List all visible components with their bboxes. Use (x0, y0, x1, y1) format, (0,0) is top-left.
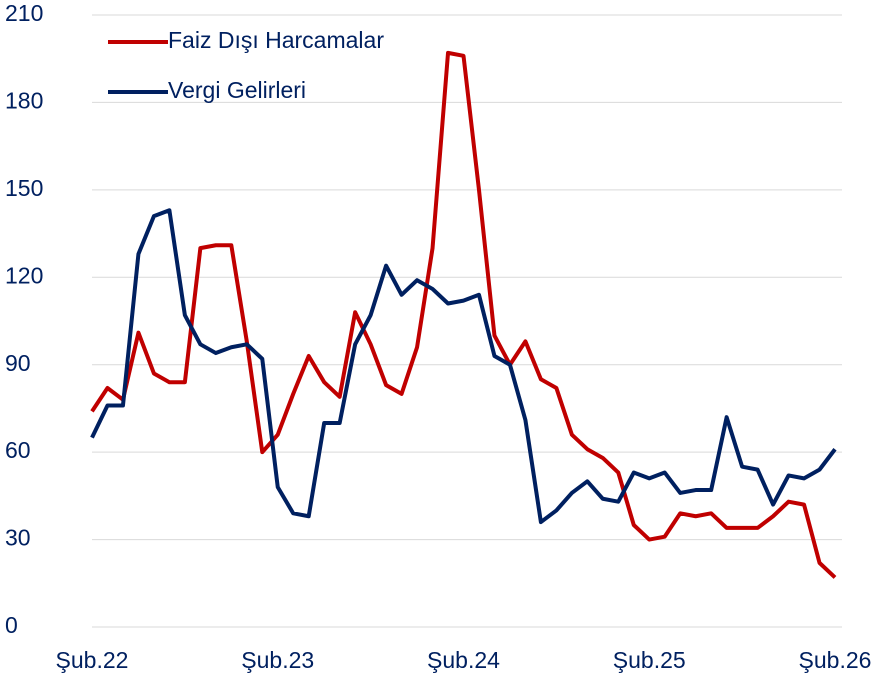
y-tick-label: 150 (5, 175, 43, 201)
x-tick-label: Şub.24 (427, 647, 500, 673)
y-tick-label: 90 (5, 350, 31, 376)
y-tick-label: 210 (5, 0, 43, 26)
y-tick-label: 180 (5, 88, 43, 114)
line-series (90, 50, 837, 579)
y-tick-label: 0 (5, 612, 18, 638)
x-tick-label: Şub.22 (56, 647, 129, 673)
legend-label: Vergi Gelirleri (168, 77, 306, 103)
y-tick-label: 60 (5, 437, 31, 463)
x-tick-label: Şub.26 (799, 647, 872, 673)
x-tick-label: Şub.25 (613, 647, 686, 673)
y-tick-label: 30 (5, 525, 31, 551)
x-tick-label: Şub.23 (241, 647, 314, 673)
line-series (90, 208, 837, 525)
y-tick-label: 120 (5, 262, 43, 288)
legend-label: Faiz Dışı Harcamalar (168, 27, 384, 53)
